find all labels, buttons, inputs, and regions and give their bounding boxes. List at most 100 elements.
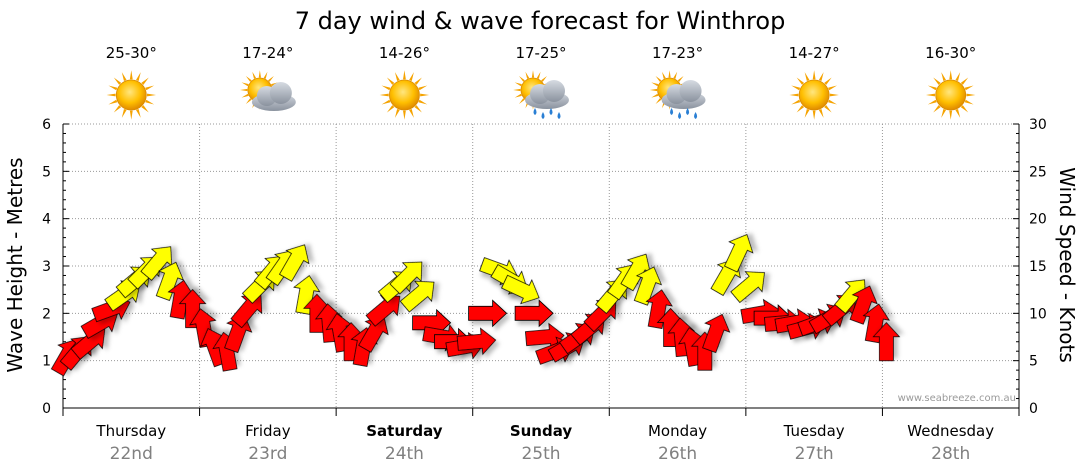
sun-ray bbox=[828, 85, 838, 91]
sun-icon bbox=[789, 70, 839, 120]
wind-arrow bbox=[501, 274, 540, 305]
wind-arrow bbox=[514, 299, 554, 328]
wind-arrow bbox=[849, 285, 878, 325]
sun-ray bbox=[145, 85, 155, 91]
sun-ray bbox=[828, 99, 838, 105]
sun-ray bbox=[403, 70, 406, 80]
sun-ray bbox=[964, 85, 974, 91]
sun-ray bbox=[418, 99, 428, 105]
right-tick-label: 15 bbox=[1029, 259, 1047, 275]
cloud-part bbox=[543, 80, 565, 102]
left-tick-label: 5 bbox=[42, 164, 51, 180]
day-name: Saturday bbox=[366, 422, 443, 440]
sun-ray bbox=[252, 71, 257, 79]
sun-rays bbox=[789, 70, 839, 120]
sun-ray bbox=[791, 99, 801, 105]
cloud-part bbox=[679, 80, 702, 102]
wind-arrow bbox=[456, 327, 497, 356]
left-tick-label: 2 bbox=[42, 306, 51, 322]
rain-drop bbox=[694, 112, 698, 119]
sun-ray bbox=[245, 98, 252, 105]
sun-ray bbox=[960, 105, 969, 113]
sun-icon bbox=[379, 70, 430, 120]
wind-arrow bbox=[730, 271, 765, 304]
sun-ray bbox=[927, 85, 937, 91]
cloud bbox=[251, 82, 296, 111]
sun-ray bbox=[933, 105, 941, 113]
sun-ray bbox=[804, 108, 810, 118]
day-name: Friday bbox=[245, 422, 291, 440]
right-tick-label: 10 bbox=[1029, 306, 1047, 322]
watermark: www.seabreeze.com.au bbox=[898, 393, 1016, 404]
right-tick-label: 0 bbox=[1029, 401, 1038, 417]
sun-rays bbox=[106, 70, 157, 120]
sun-ray bbox=[414, 77, 422, 85]
sun-ray bbox=[818, 72, 824, 82]
sun-ray bbox=[812, 110, 816, 120]
sun-ray bbox=[949, 70, 953, 80]
sun-ray bbox=[668, 70, 671, 78]
sun-ray bbox=[518, 98, 525, 105]
rain-drop bbox=[549, 108, 553, 115]
day-date: 24th bbox=[385, 444, 424, 464]
sun-ray bbox=[241, 93, 249, 98]
day-name: Tuesday bbox=[783, 422, 845, 440]
sun-ray bbox=[925, 93, 936, 97]
rain-drops bbox=[533, 108, 561, 119]
sun-ray bbox=[409, 108, 414, 118]
sun-ray bbox=[386, 105, 395, 113]
sun-ray bbox=[420, 93, 430, 97]
sun-ray bbox=[129, 70, 133, 80]
sun-ray bbox=[966, 93, 976, 97]
sun-ray bbox=[241, 82, 249, 87]
sun-cloud-rain-icon bbox=[649, 70, 706, 119]
sun-ray bbox=[824, 105, 832, 113]
sun-disc bbox=[935, 79, 967, 111]
sun-ray bbox=[394, 108, 400, 118]
wind-arrow bbox=[365, 294, 401, 327]
left-tick-label: 4 bbox=[42, 212, 51, 228]
sun-ray bbox=[514, 93, 522, 98]
sun-ray bbox=[536, 71, 541, 79]
left-tick-label: 1 bbox=[42, 354, 51, 370]
temperature-range: 17-24° bbox=[242, 44, 293, 62]
sun-disc bbox=[115, 79, 147, 111]
sun-ray bbox=[113, 105, 122, 113]
wind-arrows bbox=[50, 234, 901, 377]
wind-arrow bbox=[167, 279, 195, 320]
sun-ray bbox=[655, 75, 662, 82]
wind-arrow bbox=[723, 234, 754, 273]
sun-ray bbox=[141, 105, 149, 113]
sun-rays bbox=[379, 70, 430, 120]
wind-arrow bbox=[278, 244, 310, 282]
sun-ray bbox=[960, 77, 969, 85]
rain-drops bbox=[670, 108, 698, 119]
left-tick-label: 0 bbox=[42, 401, 51, 417]
sun-ray bbox=[824, 77, 832, 85]
sun-ray bbox=[418, 85, 428, 91]
sun-ray bbox=[106, 93, 116, 97]
sun-ray bbox=[661, 71, 666, 79]
daily-weather-row: 25-30° 17-24° 14-26° 17-25° 17-23° 14-27° 16-3… bbox=[106, 44, 976, 120]
sun-ray bbox=[108, 85, 118, 91]
sun-ray bbox=[531, 70, 535, 78]
sun-ray bbox=[949, 110, 953, 120]
right-tick-label: 5 bbox=[1029, 354, 1038, 370]
right-tick-label: 20 bbox=[1029, 212, 1047, 228]
gridlines bbox=[63, 123, 1019, 408]
temperature-range: 17-23° bbox=[652, 44, 703, 62]
sun-ray bbox=[789, 93, 799, 97]
sun-ray bbox=[818, 108, 824, 118]
cloud bbox=[525, 80, 569, 109]
sun-ray bbox=[381, 99, 391, 105]
sun-ray bbox=[113, 77, 122, 85]
sun-ray bbox=[541, 75, 548, 82]
sun-ray bbox=[414, 105, 422, 113]
sun-ray bbox=[677, 75, 684, 82]
sun-ray bbox=[941, 108, 947, 118]
sun-ray bbox=[108, 99, 118, 105]
day-name: Sunday bbox=[510, 422, 573, 440]
sun-ray bbox=[386, 77, 395, 85]
sun-rays bbox=[925, 70, 976, 120]
